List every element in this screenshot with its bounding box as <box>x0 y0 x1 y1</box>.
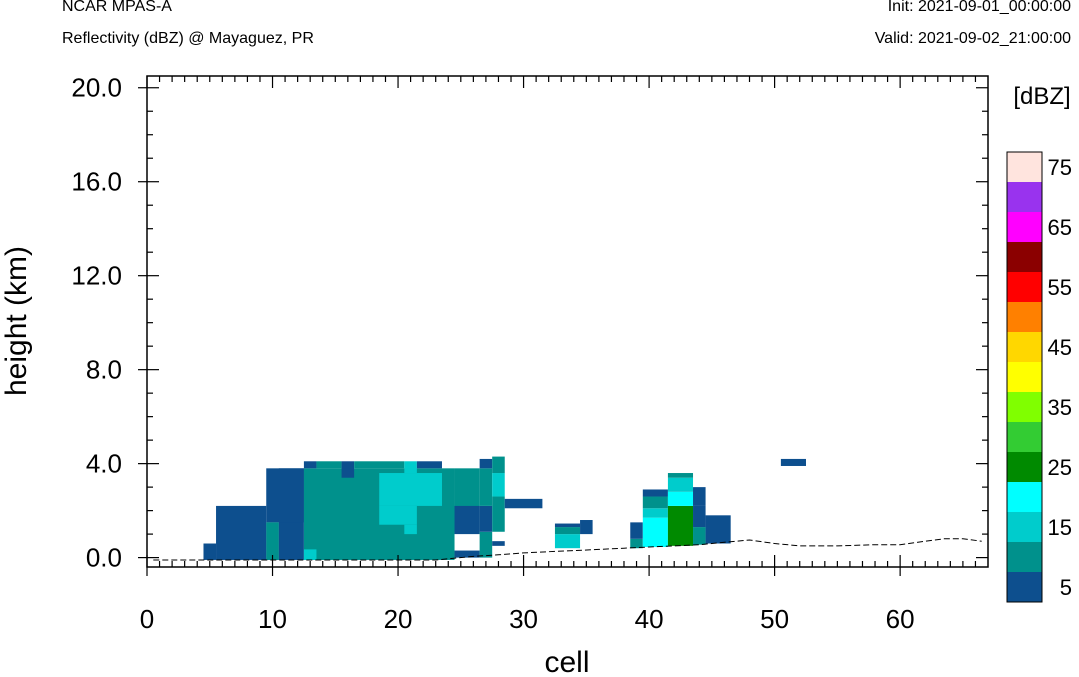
colorbar-swatch <box>1007 332 1042 362</box>
reflectivity-cell <box>554 523 581 528</box>
reflectivity-cell <box>780 458 806 466</box>
y-tick-label: 4.0 <box>86 449 122 479</box>
colorbar-swatch <box>1007 212 1042 242</box>
y-tick-label: 8.0 <box>86 355 122 385</box>
reflectivity-cell <box>705 515 731 544</box>
colorbar-swatch <box>1007 362 1042 392</box>
x-tick-label: 10 <box>258 604 287 634</box>
reflectivity-cells <box>203 456 806 560</box>
reflectivity-cell <box>492 496 505 532</box>
colorbar-swatch <box>1007 572 1042 602</box>
colorbar-swatches <box>1006 151 1043 603</box>
reflectivity-cell <box>216 505 267 560</box>
y-tick-label: 12.0 <box>71 261 122 291</box>
x-tick-label: 50 <box>760 604 789 634</box>
reflectivity-cell <box>492 456 505 474</box>
reflectivity-cell <box>492 541 505 546</box>
reflectivity-cell <box>667 491 694 506</box>
reflectivity-cell <box>379 505 417 525</box>
reflectivity-cell <box>667 473 694 478</box>
colorbar-swatch <box>1007 272 1042 302</box>
reflectivity-cell <box>504 498 543 509</box>
reflectivity-cell <box>693 487 706 506</box>
reflectivity-cell <box>554 534 581 549</box>
reflectivity-cell <box>203 543 217 560</box>
reflectivity-cell <box>266 522 279 560</box>
colorbar-title: [dBZ] <box>1013 83 1070 110</box>
reflectivity-cell <box>479 505 493 532</box>
y-axis-label: height (km) <box>0 246 33 396</box>
colorbar-tick-label: 55 <box>1048 275 1072 300</box>
axis-ticks <box>138 76 988 576</box>
y-tick-label: 20.0 <box>71 73 122 103</box>
reflectivity-cell <box>642 489 668 497</box>
reflectivity-cell <box>454 505 480 535</box>
colorbar: [dBZ] 5 15 25 35 45 55 65 75 <box>1006 83 1072 603</box>
reflectivity-cell <box>693 527 706 545</box>
reflectivity-cell <box>404 461 417 474</box>
colorbar-outline <box>1006 151 1043 603</box>
plot-frame <box>146 75 989 568</box>
reflectivity-cell <box>266 468 304 523</box>
reflectivity-cell <box>630 522 643 539</box>
colorbar-tick-label: 75 <box>1048 155 1072 180</box>
reflectivity-cell <box>667 505 694 546</box>
valid-time-label: Valid: 2021-09-02_21:00:00 <box>874 30 1071 47</box>
x-tick-label: 20 <box>384 604 413 634</box>
model-title: NCAR MPAS-A <box>62 0 172 15</box>
reflectivity-cell <box>404 524 417 535</box>
reflectivity-cell <box>303 461 317 469</box>
y-tick-label: 0.0 <box>86 543 122 573</box>
reflectivity-cell <box>354 461 405 469</box>
colorbar-tick-label: 35 <box>1048 395 1072 420</box>
colorbar-tick-label: 65 <box>1048 215 1072 240</box>
colorbar-swatch <box>1007 452 1042 482</box>
colorbar-swatch <box>1007 482 1042 512</box>
x-tick-label: 40 <box>635 604 664 634</box>
reflectivity-cell <box>642 496 668 509</box>
colorbar-tick-label: 15 <box>1048 515 1072 540</box>
colorbar-swatch <box>1007 542 1042 572</box>
colorbar-swatch <box>1007 422 1042 452</box>
reflectivity-cell <box>316 461 342 469</box>
reflectivity-cell <box>416 461 442 469</box>
x-tick-label: 60 <box>886 604 915 634</box>
colorbar-swatch <box>1007 302 1042 332</box>
reflectivity-cell <box>580 520 593 535</box>
colorbar-tick-label: 45 <box>1048 335 1072 360</box>
reflectivity-cell <box>479 531 493 558</box>
colorbar-swatch <box>1007 242 1042 272</box>
reflectivity-cell <box>303 549 317 560</box>
terrain-line <box>153 538 982 561</box>
reflectivity-cell <box>642 508 668 518</box>
field-subtitle: Reflectivity (dBZ) @ Mayaguez, PR <box>62 30 314 47</box>
reflectivity-cell <box>492 473 505 497</box>
colorbar-swatch <box>1007 512 1042 542</box>
reflectivity-cell <box>554 527 581 535</box>
x-axis-label: cell <box>544 646 589 677</box>
x-tick-label: 0 <box>140 604 154 634</box>
reflectivity-cell <box>341 461 355 478</box>
reflectivity-cell <box>642 517 668 548</box>
x-tick-label: 30 <box>509 604 538 634</box>
colorbar-swatch <box>1007 392 1042 422</box>
reflectivity-cell <box>454 550 480 558</box>
colorbar-tick-labels: 5 15 25 35 45 55 65 75 <box>1048 155 1072 600</box>
reflectivity-cell <box>479 458 493 469</box>
colorbar-swatch <box>1007 152 1042 182</box>
colorbar-swatch <box>1007 182 1042 212</box>
reflectivity-cell <box>479 468 493 506</box>
reflectivity-cell <box>630 538 643 549</box>
y-tick-labels: 0.0 4.0 8.0 12.0 16.0 20.0 <box>71 73 122 573</box>
reflectivity-cell <box>379 473 442 506</box>
reflectivity-cell <box>667 477 694 492</box>
x-tick-labels: 0 10 20 30 40 50 60 <box>140 604 915 634</box>
reflectivity-cell <box>693 505 706 528</box>
colorbar-tick-label: 5 <box>1060 575 1072 600</box>
colorbar-tick-label: 25 <box>1048 455 1072 480</box>
y-tick-label: 16.0 <box>71 167 122 197</box>
init-time-label: Init: 2021-09-01_00:00:00 <box>887 0 1071 15</box>
